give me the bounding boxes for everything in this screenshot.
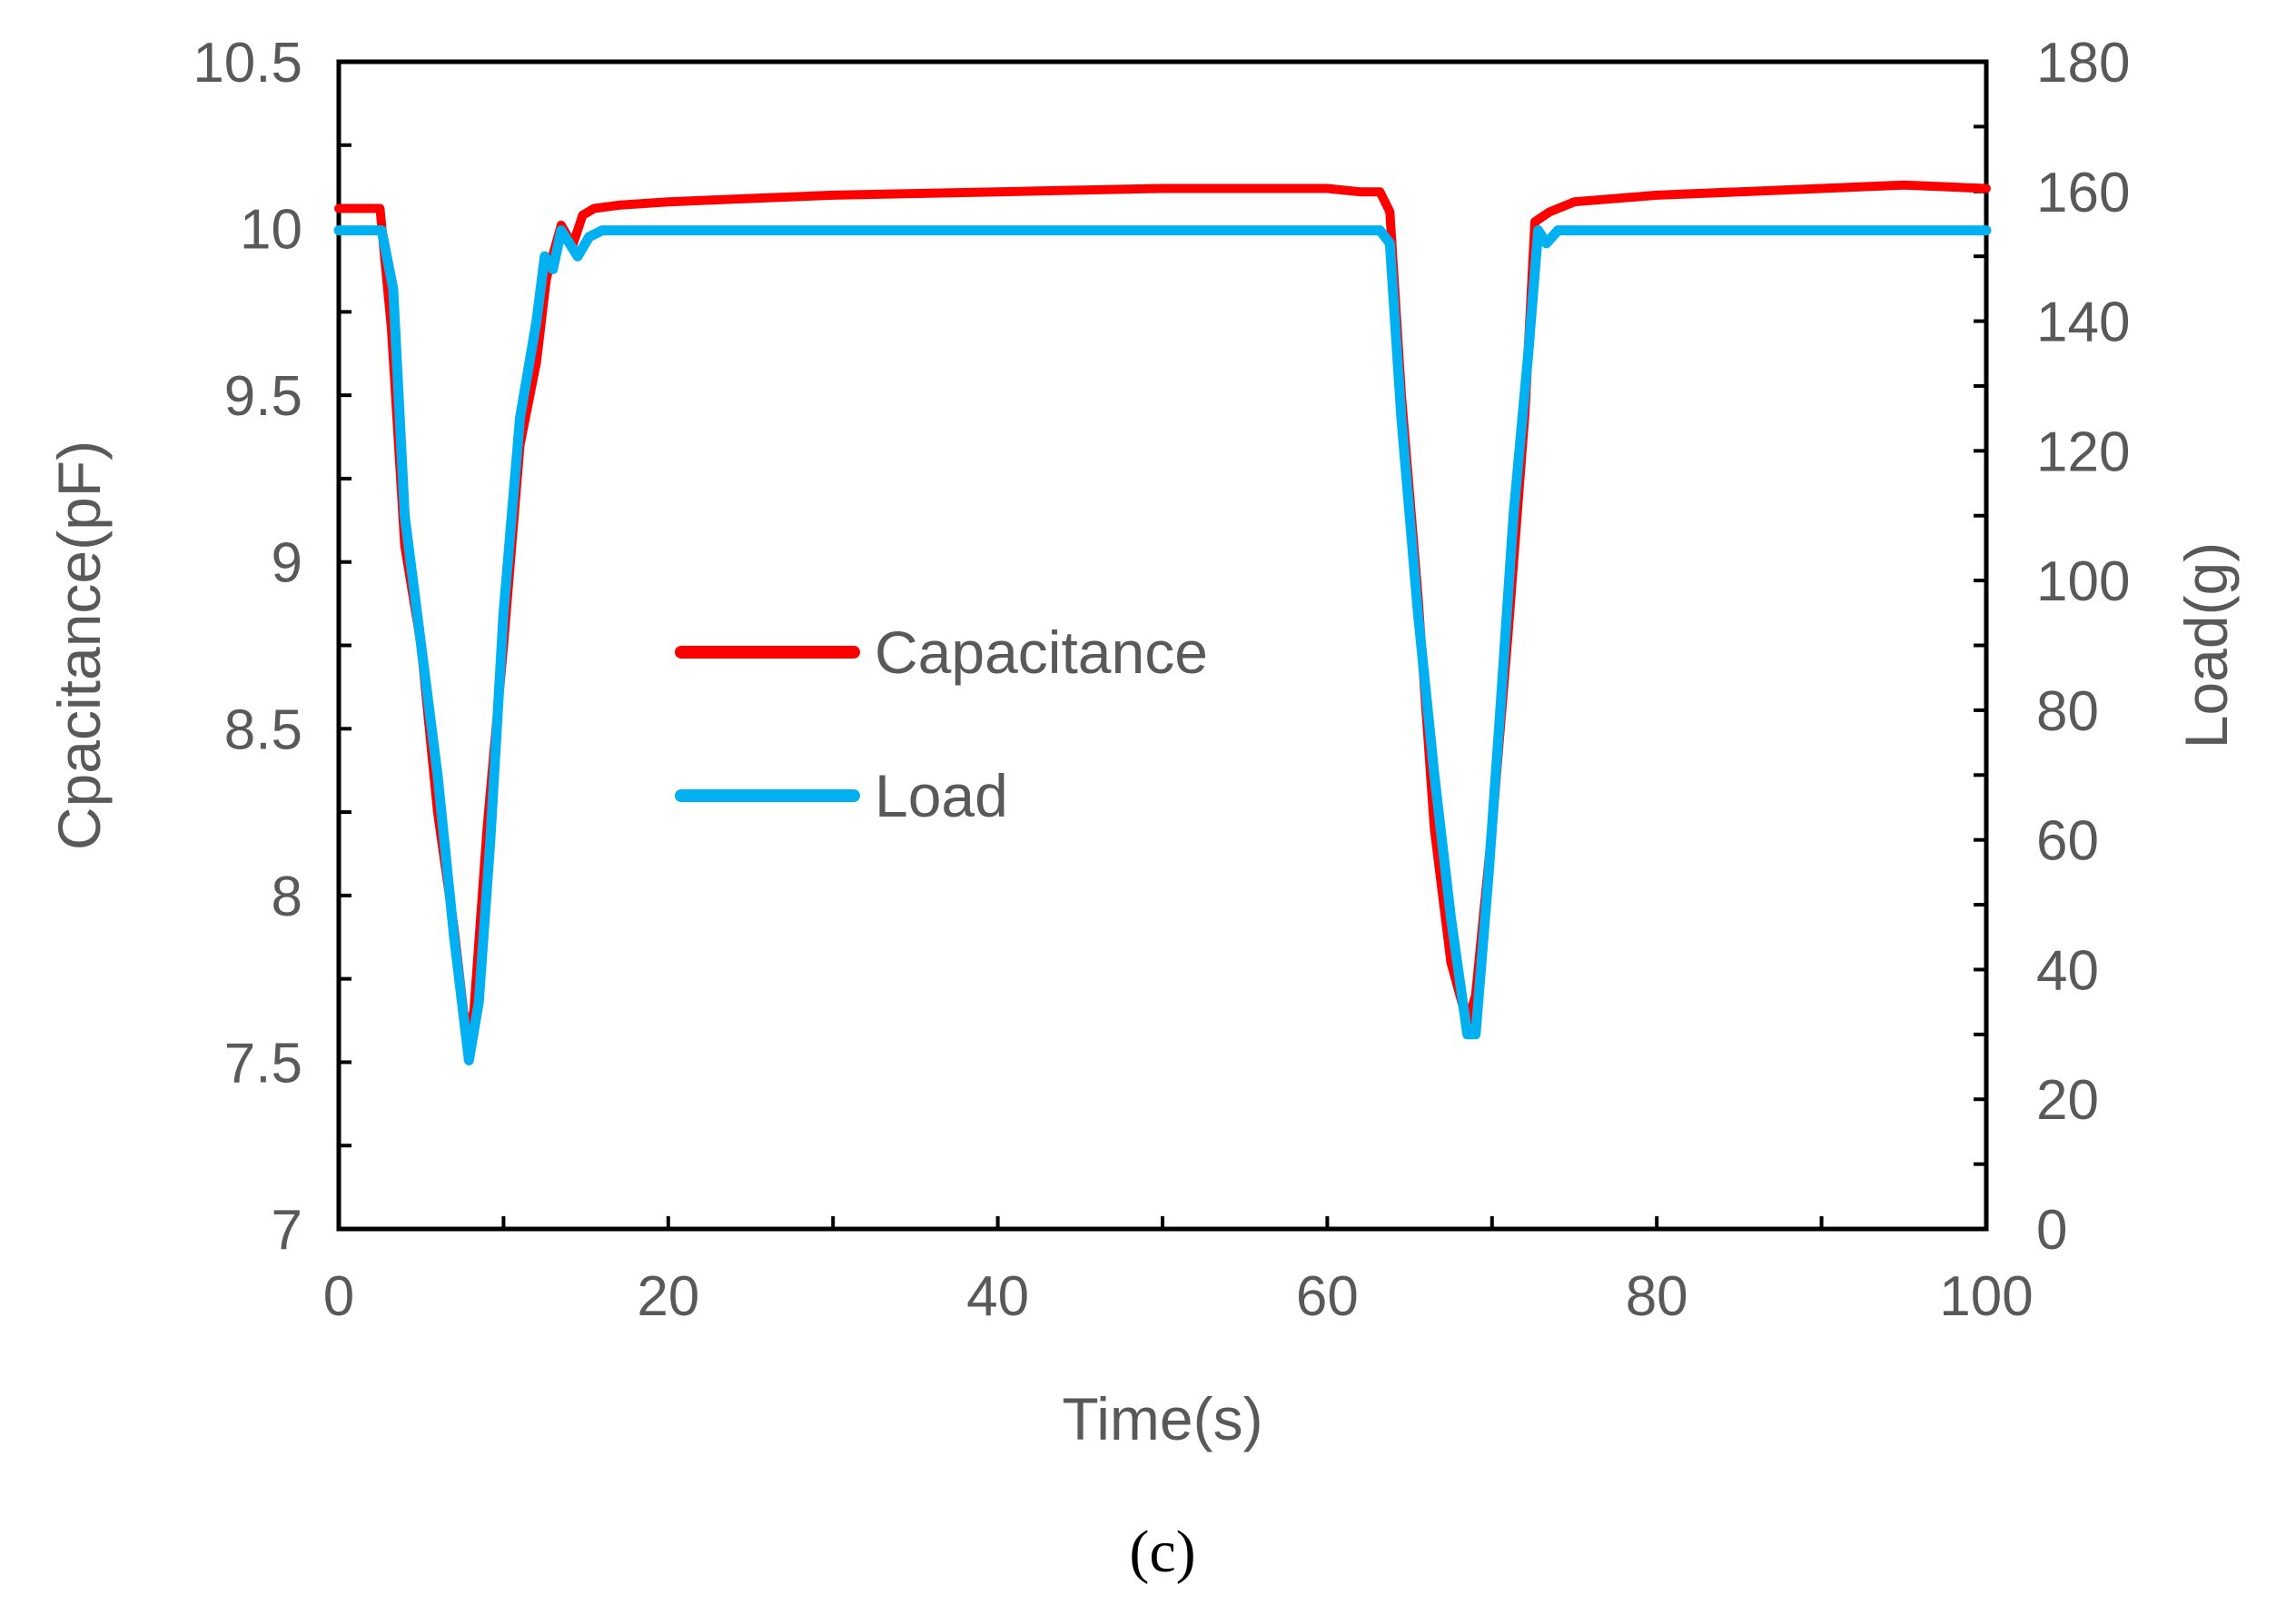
y-left-axis-title: Cpacitance(pF)	[45, 441, 113, 850]
y-right-tick-label: 80	[2036, 680, 2099, 743]
y-right-tick-label: 60	[2036, 810, 2099, 873]
x-tick-label: 60	[1296, 1265, 1359, 1328]
y-left-tick-label: 7	[272, 1199, 302, 1262]
y-right-tick-label: 100	[2036, 550, 2130, 613]
legend: Capacitance Load	[675, 619, 1208, 829]
y-left-tick-label: 9	[272, 532, 302, 595]
x-tick-label: 40	[966, 1265, 1029, 1328]
y-left-tick-label: 9.5	[224, 365, 302, 428]
x-tick-label: 20	[637, 1265, 699, 1328]
y-right-tick-label: 180	[2036, 32, 2130, 94]
y-right-tick-label: 120	[2036, 421, 2130, 483]
y-right-axis-ticks: 0 20 40 60 80 100 120 140 160 180	[1974, 32, 2130, 1262]
legend-label-capacitance: Capacitance	[875, 619, 1208, 686]
y-right-tick-label: 20	[2036, 1069, 2099, 1132]
x-tick-label: 100	[1939, 1265, 2033, 1328]
x-axis-ticks: 0 20 40 60 80 100	[323, 1216, 2034, 1328]
y-right-tick-label: 140	[2036, 292, 2130, 354]
y-left-tick-label: 8	[272, 866, 302, 928]
legend-label-load: Load	[875, 762, 1008, 829]
y-left-tick-label: 7.5	[224, 1032, 302, 1095]
y-left-axis-ticks: 7 7.5 8 8.5 9 9.5 10 10.5	[193, 32, 351, 1262]
series-lines	[333, 180, 1992, 1065]
y-left-tick-label: 8.5	[224, 698, 302, 761]
y-right-tick-label: 0	[2036, 1199, 2067, 1262]
x-axis-title: Time(s)	[1062, 1385, 1262, 1452]
y-right-tick-label: 40	[2036, 939, 2099, 1002]
y-right-axis-title: Load(g)	[2172, 542, 2240, 749]
y-left-tick-label: 10.5	[193, 32, 302, 94]
series-line-capacitance	[334, 180, 1991, 1034]
y-right-tick-label: 160	[2036, 162, 2130, 224]
x-tick-label: 0	[323, 1265, 354, 1328]
panel-label: (c)	[1129, 1519, 1195, 1585]
series-line-load	[333, 225, 1992, 1065]
x-tick-label: 80	[1626, 1265, 1688, 1328]
y-left-tick-label: 10	[240, 199, 302, 262]
